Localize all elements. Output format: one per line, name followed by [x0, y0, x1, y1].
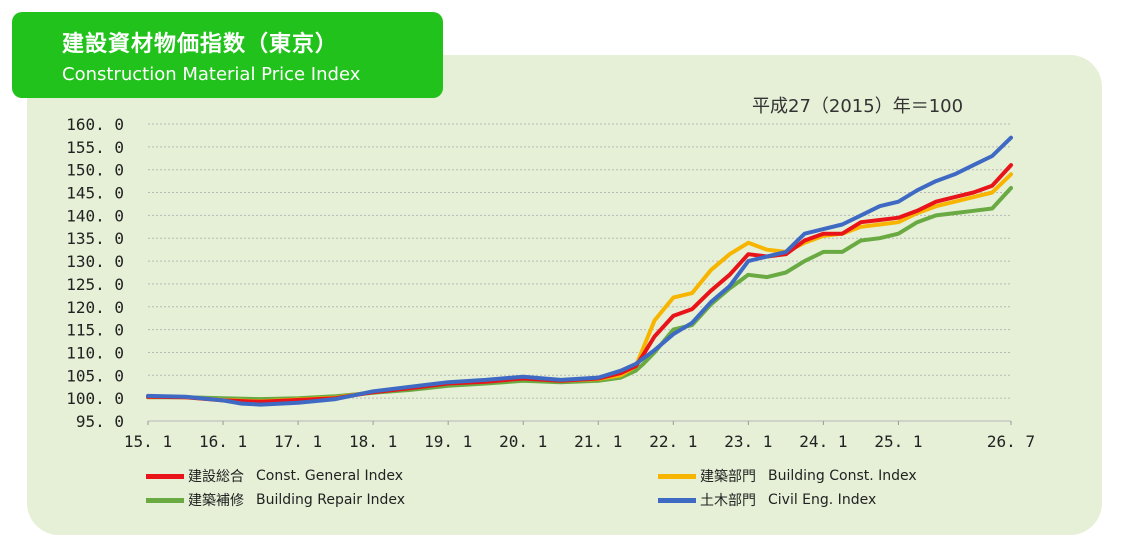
y-tick-label: 100. 0 — [66, 389, 124, 408]
legend-item-civil: 土木部門 Civil Eng. Index — [658, 490, 876, 510]
legend-swatch-repair — [146, 497, 184, 503]
x-tick-label: 15. 1 — [124, 432, 172, 451]
x-tick-label: 23. 1 — [724, 432, 772, 451]
x-tick-label: 17. 1 — [274, 432, 322, 451]
x-tick-label: 16. 1 — [199, 432, 247, 451]
x-tick-label: 21. 1 — [574, 432, 622, 451]
legend-label-building-en: Building Const. Index — [768, 468, 917, 484]
y-tick-label: 150. 0 — [66, 161, 124, 180]
x-tick-label: 22. 1 — [649, 432, 697, 451]
x-tick-label: 24. 1 — [799, 432, 847, 451]
x-tick-label: 26. 7 — [987, 432, 1035, 451]
legend-swatch-civil — [658, 497, 696, 503]
title-jp: 建設資材物価指数（東京） — [62, 32, 339, 57]
y-tick-label: 115. 0 — [66, 321, 124, 340]
y-tick-label: 135. 0 — [66, 229, 124, 248]
y-tick-label: 95. 0 — [76, 412, 124, 431]
legend-label-repair-jp: 建築補修 — [188, 493, 244, 509]
chart-panel — [27, 55, 1102, 535]
base-year-note: 平成27（2015）年＝100 — [752, 96, 964, 117]
legend-label-repair-en: Building Repair Index — [256, 492, 406, 508]
y-tick-label: 105. 0 — [66, 366, 124, 385]
legend-label-general-en: Const. General Index — [256, 468, 404, 484]
y-tick-label: 110. 0 — [66, 343, 124, 362]
x-tick-label: 19. 1 — [424, 432, 472, 451]
legend-item-general: 建設総合 Const. General Index — [146, 466, 403, 486]
title-en: Construction Material Price Index — [62, 64, 361, 85]
legend-swatch-general — [146, 473, 184, 479]
series-line-1 — [146, 172, 1013, 404]
legend-item-repair: 建築補修 Building Repair Index — [146, 490, 405, 510]
legend-swatch-building — [658, 473, 696, 479]
series-line-3 — [146, 135, 1013, 407]
legend-label-civil-jp: 土木部門 — [700, 493, 756, 509]
x-tick-label: 25. 1 — [874, 432, 922, 451]
y-tick-label: 160. 0 — [66, 115, 124, 134]
x-tick-label: 18. 1 — [349, 432, 397, 451]
legend-label-building-jp: 建築部門 — [700, 469, 756, 485]
y-tick-label: 140. 0 — [66, 206, 124, 225]
legend-item-building: 建築部門 Building Const. Index — [658, 466, 917, 486]
y-tick-label: 125. 0 — [66, 275, 124, 294]
y-tick-label: 130. 0 — [66, 252, 124, 271]
y-tick-label: 145. 0 — [66, 184, 124, 203]
y-tick-label: 120. 0 — [66, 298, 124, 317]
legend-label-general-jp: 建設総合 — [188, 469, 244, 485]
title-box: 建設資材物価指数（東京） Construction Material Price… — [12, 12, 443, 98]
legend-label-civil-en: Civil Eng. Index — [768, 492, 877, 508]
x-tick-label: 20. 1 — [499, 432, 547, 451]
y-tick-label: 155. 0 — [66, 138, 124, 157]
